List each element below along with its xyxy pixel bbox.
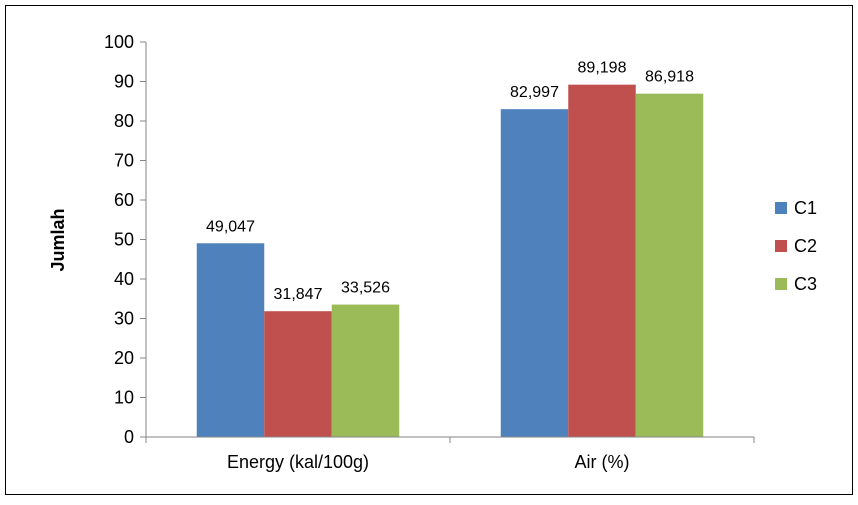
legend-swatch [775,278,787,290]
bar-c3-0 [331,304,400,437]
data-label: 31,847 [274,286,323,303]
data-label: 33,526 [341,280,390,297]
y-tick-label: 50 [114,230,134,250]
legend-swatch [775,240,787,252]
y-tick-label: 30 [114,309,134,329]
y-tick-label: 60 [114,190,134,210]
y-tick-label: 40 [114,269,134,289]
y-tick-label: 70 [114,151,134,171]
legend-swatch [775,202,787,214]
y-tick-label: 80 [114,111,134,131]
bars [196,84,704,438]
bar-c1-0 [196,243,265,437]
data-label: 89,198 [578,60,627,77]
bar-c1-1 [500,109,569,437]
legend: C1 C2 C3 [775,198,817,294]
legend-label: C3 [794,274,817,294]
y-tick-label: 100 [104,32,134,52]
legend-label: C1 [794,198,817,218]
y-axis-title: Jumlah [48,208,68,271]
y-tick-label: 20 [114,348,134,368]
bar-c3-1 [635,93,704,438]
y-axis: 0 10 20 30 40 50 60 70 80 90 100 [104,32,147,447]
y-tick-label: 0 [124,427,134,447]
chart-frame [5,5,853,495]
data-label: 82,997 [510,84,559,101]
y-tick-label: 90 [114,72,134,92]
bar-c2-1 [568,84,636,437]
x-tick-label: Air (%) [575,452,630,472]
y-tick-label: 10 [114,388,134,408]
data-label: 49,047 [206,218,255,235]
data-labels: 49,047 31,847 33,526 82,997 89,198 86,918 [206,60,694,304]
data-label: 86,918 [645,69,694,86]
legend-label: C2 [794,236,817,256]
x-tick-label: Energy (kal/100g) [227,452,369,472]
bar-c2-0 [264,311,332,437]
x-axis: Energy (kal/100g) Air (%) [145,436,755,472]
